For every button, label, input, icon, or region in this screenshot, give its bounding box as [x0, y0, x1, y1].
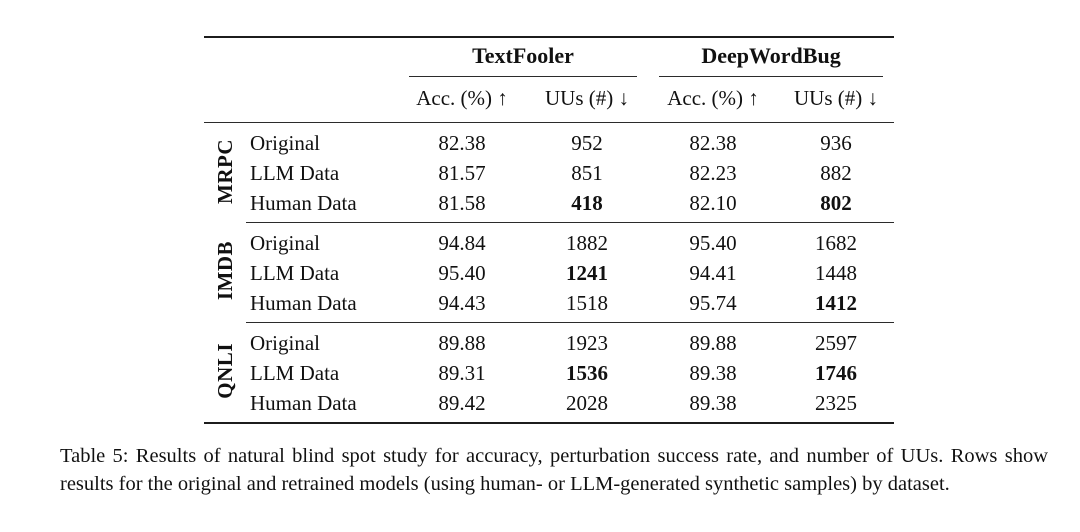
- value-cell: 2325: [815, 391, 858, 415]
- value-cell: 802: [778, 188, 895, 223]
- table-row: Human Data 94.43 1518 95.74 1412: [204, 288, 895, 323]
- row-label: Original: [250, 131, 320, 155]
- table-row: LLM Data 95.40 1241 94.41 1448: [204, 258, 894, 288]
- dataset-label-cell: QNLI: [204, 323, 246, 424]
- row-label: LLM Data: [250, 361, 340, 385]
- row-label: Original: [250, 231, 320, 255]
- value-cell: 1518: [526, 288, 649, 323]
- row-label: Human Data: [250, 391, 357, 415]
- column-group-deepwordbug: DeepWordBug: [648, 37, 894, 77]
- col-header-acc-deepwordbug: Acc. (%) ↑: [648, 77, 779, 123]
- value-cell: 89.38: [689, 361, 737, 385]
- value-cell: 94.41: [689, 261, 737, 285]
- row-label: Original: [250, 331, 320, 355]
- metric-header-row: Acc. (%) ↑ UUs (#) ↓ Acc. (%) ↑ UUs (#) …: [204, 77, 895, 123]
- value-cell: 82.23: [689, 161, 737, 185]
- dataset-label: QNLI: [213, 342, 237, 399]
- value-cell: 1412: [778, 288, 895, 323]
- dataset-label-cell: MRPC: [204, 123, 246, 223]
- value-cell: 1536: [566, 361, 608, 385]
- col-header-acc-textfooler: Acc. (%) ↑: [398, 77, 526, 123]
- value-cell: 89.42: [438, 391, 486, 415]
- value-cell: 418: [526, 188, 649, 223]
- table-caption: Table 5: Results of natural blind spot s…: [60, 445, 1048, 495]
- value-cell: 89.31: [438, 361, 486, 385]
- attack-header-row: TextFooler DeepWordBug: [204, 37, 894, 77]
- value-cell: 1746: [815, 361, 858, 385]
- value-cell: 81.58: [398, 188, 526, 223]
- table-row: Human Data 81.58 418 82.10 802: [204, 188, 895, 223]
- value-cell: 89.38: [689, 391, 737, 415]
- value-cell: 1923: [566, 331, 608, 355]
- column-group-textfooler: TextFooler: [398, 37, 648, 77]
- row-label: LLM Data: [250, 261, 340, 285]
- value-cell: 1682: [815, 231, 858, 255]
- col-header-uus-deepwordbug: UUs (#) ↓: [778, 77, 895, 123]
- value-cell: 936: [820, 131, 852, 155]
- value-cell: 851: [571, 161, 603, 185]
- table-row: LLM Data 81.57 851 82.23 882: [204, 158, 894, 188]
- col-header-uus-textfooler: UUs (#) ↓: [526, 77, 649, 123]
- table-body: MRPC Original 82.38 952 82.38 936 LLM Data 81.5…: [204, 123, 895, 424]
- column-group-label: TextFooler: [409, 43, 638, 77]
- value-cell: 82.38: [438, 131, 486, 155]
- value-cell: 95.74: [648, 288, 779, 323]
- value-cell: 1882: [566, 231, 608, 255]
- row-label: LLM Data: [250, 161, 340, 185]
- value-cell: 81.57: [438, 161, 486, 185]
- value-cell: 95.40: [689, 231, 737, 255]
- value-cell: 882: [820, 161, 852, 185]
- header-spacer: [204, 37, 398, 77]
- results-table: TextFooler DeepWordBug Acc. (%) ↑ UUs (#…: [204, 36, 895, 424]
- table-row: IMDB Original 94.84 1882 95.40 1682: [204, 223, 894, 301]
- column-group-label: DeepWordBug: [659, 43, 884, 77]
- dataset-label: IMDB: [213, 241, 237, 301]
- table-row: LLM Data 89.31 1536 89.38 1746: [204, 358, 894, 388]
- value-cell: 89.88: [438, 331, 486, 355]
- dataset-label: MRPC: [213, 138, 237, 204]
- row-label: Human Data: [246, 288, 398, 323]
- header-spacer: [204, 77, 398, 123]
- value-cell: 89.88: [689, 331, 737, 355]
- value-cell: 952: [571, 131, 603, 155]
- value-cell: 82.10: [648, 188, 779, 223]
- dataset-label-cell: IMDB: [204, 223, 246, 323]
- row-label: Human Data: [246, 188, 398, 223]
- value-cell: 1448: [815, 261, 858, 285]
- table-row: Human Data 89.42 2028 89.38 2325: [204, 388, 894, 423]
- value-cell: 2597: [815, 331, 858, 355]
- value-cell: 94.84: [438, 231, 486, 255]
- value-cell: 1241: [566, 261, 608, 285]
- value-cell: 2028: [566, 391, 608, 415]
- value-cell: 95.40: [438, 261, 486, 285]
- value-cell: 94.43: [398, 288, 526, 323]
- table-row: QNLI Original 89.88 1923 89.88 2597: [204, 323, 894, 399]
- value-cell: 82.38: [689, 131, 737, 155]
- table-row: MRPC Original 82.38 952 82.38 936: [204, 123, 894, 204]
